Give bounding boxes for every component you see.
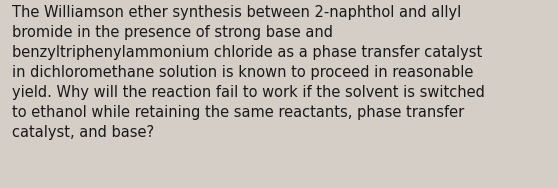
Text: The Williamson ether synthesis between 2-naphthol and allyl
bromide in the prese: The Williamson ether synthesis between 2… [12, 5, 485, 140]
